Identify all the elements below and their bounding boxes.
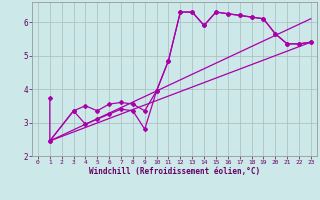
X-axis label: Windchill (Refroidissement éolien,°C): Windchill (Refroidissement éolien,°C) [89,167,260,176]
